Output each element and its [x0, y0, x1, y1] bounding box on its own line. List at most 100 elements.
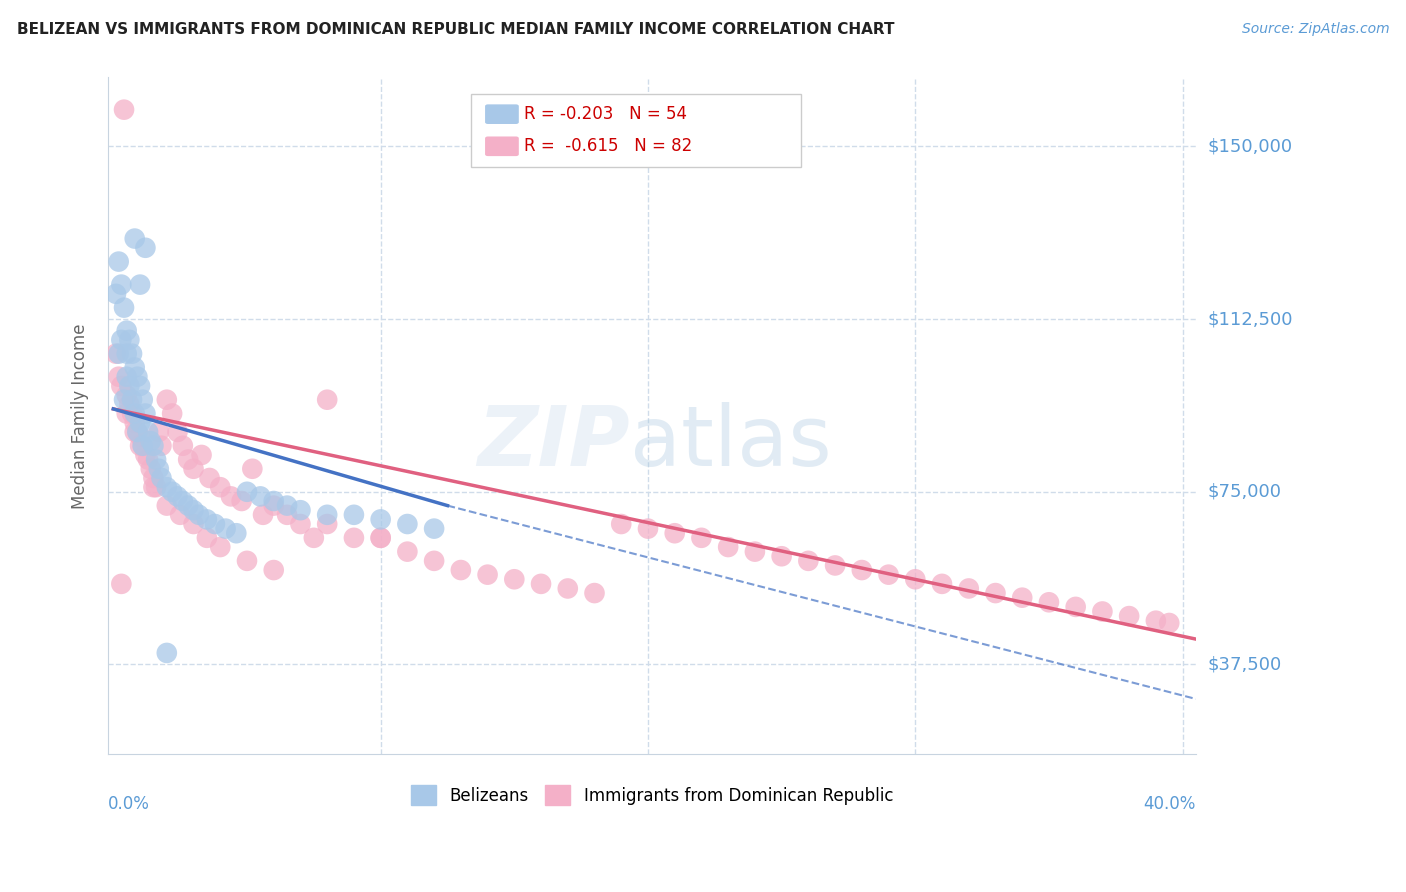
Immigrants from Dominican Republic: [717, 540, 740, 554]
Belizeans: [115, 346, 138, 360]
Belizeans: [183, 503, 205, 517]
Immigrants from Dominican Republic: [477, 567, 499, 582]
Immigrants from Dominican Republic: [770, 549, 793, 564]
Text: Source: ZipAtlas.com: Source: ZipAtlas.com: [1241, 22, 1389, 37]
Immigrants from Dominican Republic: [957, 582, 980, 596]
Belizeans: [107, 346, 129, 360]
Immigrants from Dominican Republic: [1038, 595, 1060, 609]
Text: $75,000: $75,000: [1208, 483, 1281, 500]
Belizeans: [370, 512, 392, 526]
Belizeans: [214, 522, 236, 536]
Belizeans: [115, 324, 138, 338]
Belizeans: [124, 407, 146, 421]
Belizeans: [263, 494, 285, 508]
Immigrants from Dominican Republic: [231, 494, 253, 508]
Belizeans: [105, 286, 128, 301]
Immigrants from Dominican Republic: [240, 462, 263, 476]
Y-axis label: Median Family Income: Median Family Income: [72, 323, 89, 508]
Immigrants from Dominican Republic: [172, 439, 194, 453]
Immigrants from Dominican Republic: [583, 586, 606, 600]
Belizeans: [121, 346, 143, 360]
Immigrants from Dominican Republic: [1159, 615, 1181, 630]
Belizeans: [150, 471, 173, 485]
Belizeans: [127, 425, 149, 439]
Immigrants from Dominican Republic: [263, 499, 285, 513]
Text: $150,000: $150,000: [1208, 137, 1292, 155]
Immigrants from Dominican Republic: [370, 531, 392, 545]
Immigrants from Dominican Republic: [132, 439, 155, 453]
Immigrants from Dominican Republic: [150, 439, 173, 453]
Immigrants from Dominican Republic: [115, 388, 138, 402]
Immigrants from Dominican Republic: [134, 448, 156, 462]
Text: BELIZEAN VS IMMIGRANTS FROM DOMINICAN REPUBLIC MEDIAN FAMILY INCOME CORRELATION : BELIZEAN VS IMMIGRANTS FROM DOMINICAN RE…: [17, 22, 894, 37]
Immigrants from Dominican Republic: [190, 448, 212, 462]
Immigrants from Dominican Republic: [503, 572, 526, 586]
Immigrants from Dominican Republic: [664, 526, 686, 541]
Immigrants from Dominican Republic: [115, 407, 138, 421]
Immigrants from Dominican Republic: [290, 516, 312, 531]
Immigrants from Dominican Republic: [302, 531, 325, 545]
Belizeans: [316, 508, 339, 522]
Immigrants from Dominican Republic: [530, 577, 553, 591]
Belizeans: [225, 526, 247, 541]
Immigrants from Dominican Republic: [236, 554, 259, 568]
Immigrants from Dominican Republic: [129, 439, 152, 453]
Immigrants from Dominican Republic: [851, 563, 873, 577]
Immigrants from Dominican Republic: [183, 516, 205, 531]
Immigrants from Dominican Republic: [797, 554, 820, 568]
Immigrants from Dominican Republic: [1144, 614, 1167, 628]
Belizeans: [112, 392, 135, 407]
Belizeans: [112, 301, 135, 315]
Text: R = -0.203   N = 54: R = -0.203 N = 54: [524, 105, 688, 123]
Immigrants from Dominican Republic: [195, 531, 218, 545]
Immigrants from Dominican Republic: [316, 516, 339, 531]
Immigrants from Dominican Republic: [139, 462, 162, 476]
Text: 40.0%: 40.0%: [1143, 795, 1197, 813]
Immigrants from Dominican Republic: [124, 416, 146, 430]
Immigrants from Dominican Republic: [166, 425, 188, 439]
Immigrants from Dominican Republic: [183, 462, 205, 476]
Immigrants from Dominican Republic: [904, 572, 927, 586]
Immigrants from Dominican Republic: [690, 531, 713, 545]
Immigrants from Dominican Republic: [1064, 599, 1087, 614]
Immigrants from Dominican Republic: [136, 452, 159, 467]
Immigrants from Dominican Republic: [145, 480, 167, 494]
Immigrants from Dominican Republic: [370, 531, 392, 545]
Immigrants from Dominican Republic: [177, 452, 200, 467]
Belizeans: [423, 522, 446, 536]
Text: ZIP: ZIP: [478, 402, 630, 483]
Belizeans: [396, 516, 419, 531]
Belizeans: [129, 416, 152, 430]
Belizeans: [118, 333, 141, 347]
Belizeans: [148, 462, 170, 476]
Belizeans: [204, 516, 226, 531]
Belizeans: [115, 369, 138, 384]
Immigrants from Dominican Republic: [252, 508, 274, 522]
Belizeans: [121, 392, 143, 407]
Belizeans: [124, 360, 146, 375]
Text: 0.0%: 0.0%: [108, 795, 150, 813]
Belizeans: [142, 439, 165, 453]
Immigrants from Dominican Republic: [610, 516, 633, 531]
Belizeans: [156, 646, 179, 660]
Text: atlas: atlas: [630, 402, 832, 483]
Belizeans: [132, 392, 155, 407]
Text: $37,500: $37,500: [1208, 656, 1281, 673]
Immigrants from Dominican Republic: [110, 577, 132, 591]
Belizeans: [110, 277, 132, 292]
Immigrants from Dominican Republic: [169, 508, 191, 522]
Immigrants from Dominican Republic: [276, 508, 298, 522]
Belizeans: [124, 231, 146, 245]
Immigrants from Dominican Republic: [744, 544, 766, 558]
Immigrants from Dominican Republic: [824, 558, 846, 573]
Immigrants from Dominican Republic: [129, 429, 152, 443]
Immigrants from Dominican Republic: [148, 425, 170, 439]
Immigrants from Dominican Republic: [931, 577, 953, 591]
Immigrants from Dominican Republic: [142, 471, 165, 485]
Immigrants from Dominican Republic: [219, 489, 242, 503]
Belizeans: [187, 508, 209, 522]
Immigrants from Dominican Republic: [343, 531, 366, 545]
Immigrants from Dominican Republic: [156, 392, 179, 407]
Belizeans: [132, 439, 155, 453]
Belizeans: [249, 489, 271, 503]
